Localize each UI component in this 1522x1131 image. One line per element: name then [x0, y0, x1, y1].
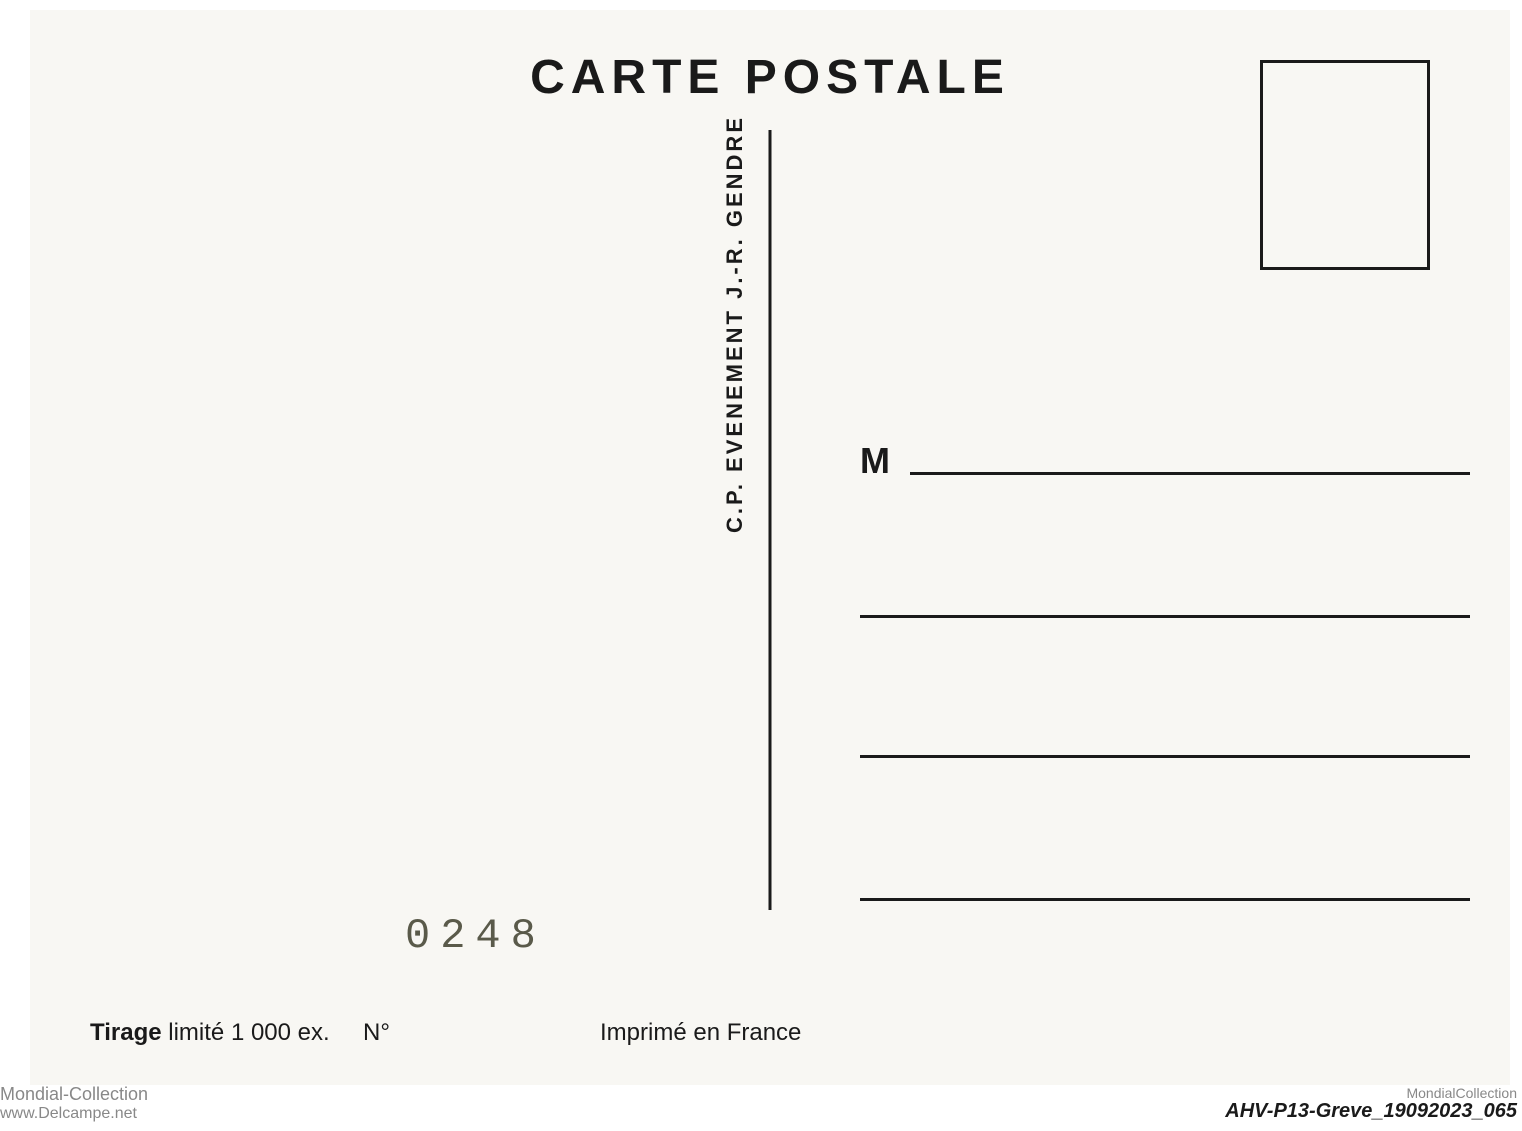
address-line-4	[860, 898, 1470, 901]
postcard-title: CARTE POSTALE	[530, 50, 1010, 105]
tirage-footer: Tirage limité 1 000 ex. N°	[90, 1019, 390, 1047]
address-line-3	[860, 755, 1470, 758]
center-divider-line	[769, 130, 772, 910]
publisher-vertical-text: C.P. EVENEMENT J.-R. GENDRE	[722, 115, 748, 533]
address-line-1	[910, 472, 1470, 475]
tirage-label: Tirage	[90, 1019, 162, 1046]
address-line-2	[860, 615, 1470, 618]
watermark-right-brand: MondialCollection	[1406, 1085, 1517, 1101]
watermark-left: Mondial-Collection www.Delcampe.net	[0, 1084, 148, 1123]
tirage-text: limité 1 000 ex.	[168, 1019, 329, 1046]
address-prefix-m: M	[860, 440, 890, 482]
watermark-left-url: www.Delcampe.net	[0, 1105, 148, 1123]
stamp-placeholder-box	[1260, 60, 1430, 270]
tirage-suffix: N°	[363, 1019, 390, 1046]
postcard-back: CARTE POSTALE C.P. EVENEMENT J.-R. GENDR…	[30, 10, 1510, 1085]
serial-number: 0248	[405, 912, 546, 960]
watermark-right-ref: AHV-P13-Greve_19092023_065	[1225, 1100, 1517, 1123]
imprime-footer: Imprimé en France	[600, 1019, 801, 1047]
watermark-left-brand: Mondial-Collection	[0, 1084, 148, 1105]
